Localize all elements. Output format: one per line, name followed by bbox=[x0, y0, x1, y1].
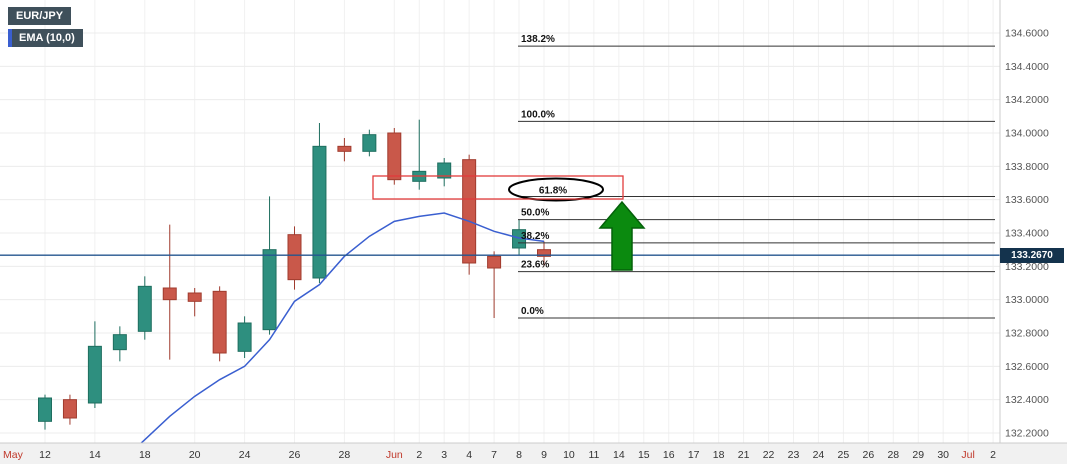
price-axis-label: 132.6000 bbox=[1005, 361, 1049, 373]
fib-level-38.2%: 38.2% bbox=[518, 231, 995, 244]
price-axis[interactable]: 134.6000 134.4000 134.2000 134.0000 133.8000… bbox=[999, 0, 1049, 443]
date-tick-label: 2 bbox=[416, 449, 422, 461]
date-tick-label: 9 bbox=[541, 449, 547, 461]
date-tick-label: 7 bbox=[491, 449, 497, 461]
candle-may-25 bbox=[262, 196, 277, 335]
date-tick-label: 20 bbox=[189, 449, 201, 461]
candle-may-18 bbox=[137, 276, 152, 340]
candle-jun-3 bbox=[437, 158, 452, 187]
current-price-badge: 133.2670 bbox=[1000, 248, 1064, 263]
date-tick-label: 8 bbox=[516, 449, 522, 461]
price-axis-label: 133.8000 bbox=[1005, 161, 1049, 173]
date-tick-label: 30 bbox=[937, 449, 949, 461]
ema-line bbox=[119, 212, 545, 464]
symbol-badge: EUR/JPY bbox=[8, 7, 72, 25]
price-axis-label: 134.4000 bbox=[1005, 61, 1049, 73]
candles-series bbox=[38, 119, 551, 430]
date-tick-label: 29 bbox=[912, 449, 924, 461]
horizontal-gridlines bbox=[0, 32, 1000, 434]
candle-may-13 bbox=[62, 394, 77, 425]
price-axis-label: 132.2000 bbox=[1005, 428, 1049, 440]
date-tick-label: 26 bbox=[289, 449, 301, 461]
up-arrow-annotation[interactable] bbox=[598, 200, 646, 271]
candle-jun-7 bbox=[487, 251, 502, 318]
price-axis-label: 132.4000 bbox=[1005, 394, 1049, 406]
price-axis-label: 134.6000 bbox=[1005, 28, 1049, 40]
candle-jun-2 bbox=[412, 119, 427, 190]
fib-level-100.0%: 100.0% bbox=[518, 109, 995, 122]
date-tick-label: 3 bbox=[441, 449, 447, 461]
symbol-label: EUR/JPY bbox=[16, 10, 64, 22]
candle-may-20 bbox=[187, 288, 202, 317]
candle-may-31 bbox=[362, 129, 377, 157]
fib-level-61.8%: 61.8% bbox=[508, 177, 995, 202]
price-axis-label: 134.0000 bbox=[1005, 128, 1049, 140]
date-tick-label: Jul bbox=[961, 449, 974, 461]
highlight-rectangle[interactable] bbox=[372, 175, 624, 200]
fib-level-50.0%: 50.0% bbox=[518, 208, 995, 221]
ema-color-swatch bbox=[8, 29, 12, 47]
fib-level-0.0%: 0.0% bbox=[518, 306, 995, 319]
candle-may-24 bbox=[237, 316, 252, 358]
date-tick-label: 28 bbox=[887, 449, 899, 461]
date-tick-label: 2 bbox=[990, 449, 996, 461]
candle-jun-4 bbox=[462, 154, 477, 275]
candle-jun-1 bbox=[387, 128, 402, 185]
svg-text:38.2%: 38.2% bbox=[521, 231, 549, 242]
date-tick-label: 14 bbox=[89, 449, 101, 461]
date-tick-label: 16 bbox=[663, 449, 675, 461]
candle-may-19 bbox=[162, 224, 177, 360]
candle-may-14 bbox=[87, 321, 102, 408]
svg-text:100.0%: 100.0% bbox=[521, 109, 555, 120]
price-axis-label: 132.8000 bbox=[1005, 328, 1049, 340]
date-tick-label: 4 bbox=[466, 449, 472, 461]
date-tick-label: 23 bbox=[788, 449, 800, 461]
date-tick-label: 21 bbox=[738, 449, 750, 461]
price-axis-label: 133.0000 bbox=[1005, 294, 1049, 306]
svg-text:50.0%: 50.0% bbox=[521, 208, 549, 219]
date-tick-label: 28 bbox=[339, 449, 351, 461]
candle-may-28 bbox=[337, 138, 352, 162]
candle-may-26 bbox=[287, 226, 302, 290]
svg-text:61.8%: 61.8% bbox=[539, 186, 567, 197]
date-tick-label: 14 bbox=[613, 449, 625, 461]
ema-indicator-badge: EMA (10,0) bbox=[8, 29, 83, 47]
price-axis-label: 134.2000 bbox=[1005, 94, 1049, 106]
candle-may-12 bbox=[38, 394, 52, 430]
svg-text:0.0%: 0.0% bbox=[521, 306, 544, 317]
ema-indicator-label: EMA (10,0) bbox=[19, 32, 75, 44]
time-axis[interactable]: May 12 14 18 20 24 26 28 Jun 2 3 4 7 8 9 10 11 14 15 16 17 18… bbox=[0, 442, 1067, 464]
date-tick-label: 24 bbox=[813, 449, 825, 461]
date-tick-label: 15 bbox=[638, 449, 650, 461]
circle-annotation[interactable] bbox=[508, 177, 604, 202]
candle-jun-9 bbox=[537, 241, 551, 267]
date-tick-label: Jun bbox=[386, 449, 403, 461]
price-axis-label: 133.4000 bbox=[1005, 228, 1049, 240]
candle-may-17 bbox=[112, 326, 127, 362]
price-axis-label: 133.6000 bbox=[1005, 194, 1049, 206]
date-tick-label: 17 bbox=[688, 449, 700, 461]
date-tick-label: 22 bbox=[763, 449, 775, 461]
fibonacci-retracement[interactable]: 138.2% 100.0% 61.8% 50.0% 38.2% 23.6% 0.0% bbox=[508, 34, 995, 319]
svg-text:138.2%: 138.2% bbox=[521, 34, 555, 45]
fib-level-138.2%: 138.2% bbox=[518, 34, 995, 47]
date-tick-label: 26 bbox=[863, 449, 875, 461]
date-tick-label: 11 bbox=[588, 449, 599, 461]
date-tick-label: 24 bbox=[239, 449, 251, 461]
date-tick-label: May bbox=[3, 449, 24, 461]
svg-text:23.6%: 23.6% bbox=[521, 260, 549, 271]
date-tick-label: 12 bbox=[39, 449, 51, 461]
fib-level-23.6%: 23.6% bbox=[518, 260, 995, 273]
candle-may-27 bbox=[312, 123, 327, 283]
price-axis-label: 133.2000 bbox=[1005, 261, 1049, 273]
date-tick-label: 10 bbox=[563, 449, 575, 461]
date-tick-label: 18 bbox=[139, 449, 151, 461]
date-tick-label: 25 bbox=[838, 449, 850, 461]
date-tick-label: 18 bbox=[713, 449, 725, 461]
candle-may-21 bbox=[212, 286, 227, 362]
